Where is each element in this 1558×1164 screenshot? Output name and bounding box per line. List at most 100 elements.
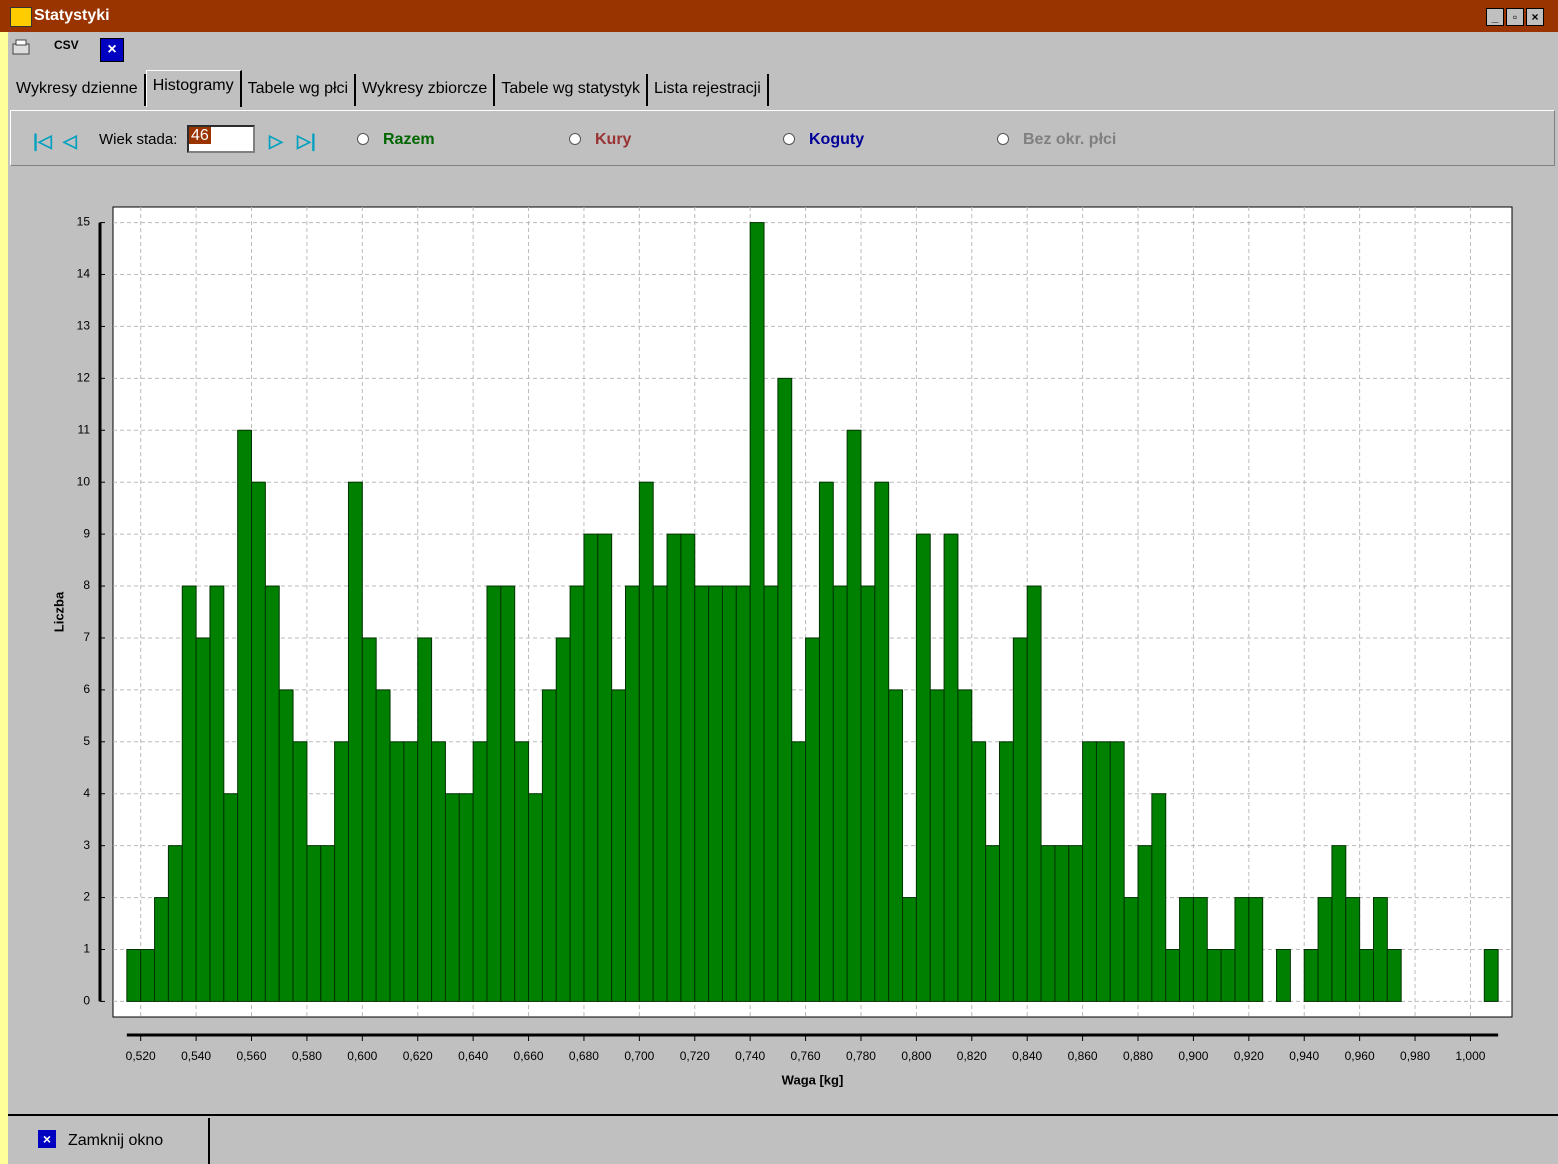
x-tick-label: 0,840: [1012, 1049, 1042, 1063]
y-tick-label: 4: [83, 786, 90, 800]
bar: [334, 741, 349, 1002]
bar: [306, 845, 322, 1002]
bar: [223, 793, 239, 1002]
y-tick-label: 1: [83, 942, 90, 956]
y-tick-label: 15: [77, 215, 91, 229]
bar: [874, 481, 890, 1002]
bar: [195, 637, 211, 1002]
bar: [1082, 741, 1097, 1002]
maximize-button[interactable]: ▫: [1506, 8, 1524, 26]
bar: [583, 533, 599, 1002]
age-select[interactable]: 46: [187, 125, 255, 153]
bar: [929, 689, 945, 1002]
last-button[interactable]: ▷|: [297, 131, 316, 151]
bar: [458, 793, 474, 1002]
radio-option[interactable]: Bez okr. płci: [997, 131, 1116, 149]
x-tick-label: 0,540: [181, 1049, 211, 1063]
exit-button[interactable]: ×: [100, 38, 124, 62]
radio-option[interactable]: Razem: [357, 131, 435, 149]
y-tick-label: 13: [77, 319, 91, 333]
bar: [1359, 949, 1374, 1002]
next-button[interactable]: ▷: [269, 131, 283, 151]
x-tick-label: 0,620: [403, 1049, 433, 1063]
bar: [902, 897, 917, 1002]
bar: [1386, 949, 1402, 1002]
bar: [1220, 949, 1236, 1002]
bar: [1276, 949, 1291, 1002]
print-button[interactable]: [10, 38, 32, 60]
bar: [417, 637, 433, 1002]
bar: [181, 585, 197, 1002]
x-tick-label: 0,660: [514, 1049, 544, 1063]
y-tick-label: 8: [83, 578, 90, 592]
tab[interactable]: Lista rejestracji: [648, 74, 769, 106]
separator: [8, 1114, 1558, 1116]
tab[interactable]: Tabele wg statystyk: [495, 74, 649, 106]
bar: [1012, 637, 1028, 1002]
bar: [140, 949, 156, 1002]
x-tick-label: 0,900: [1178, 1049, 1208, 1063]
y-tick-label: 0: [83, 994, 90, 1008]
tab-bar: Wykresy dzienne Histogramy Tabele wg płci W…: [10, 70, 769, 107]
x-tick-label: 0,800: [901, 1049, 931, 1063]
bar: [1026, 585, 1042, 1002]
x-tick-label: 0,740: [735, 1049, 765, 1063]
bar: [625, 585, 640, 1002]
bar: [1040, 845, 1056, 1002]
x-tick-label: 0,700: [624, 1049, 654, 1063]
bar: [1483, 949, 1499, 1002]
tab[interactable]: Histogramy: [145, 70, 242, 107]
x-tick-label: 0,560: [236, 1049, 266, 1063]
x-axis-label: Waga [kg]: [782, 1072, 844, 1087]
bar: [777, 377, 793, 1002]
bar: [389, 741, 405, 1002]
bar: [998, 741, 1014, 1002]
app-icon: [10, 7, 32, 27]
bar: [1109, 741, 1125, 1002]
bar: [1345, 897, 1361, 1002]
prev-button[interactable]: ◁: [63, 131, 77, 151]
bar: [708, 585, 723, 1002]
x-tick-label: 1,000: [1455, 1049, 1485, 1063]
bar: [472, 741, 488, 1002]
close-window-button[interactable]: ×: [1526, 8, 1544, 26]
x-tick-label: 0,920: [1234, 1049, 1264, 1063]
bar: [486, 585, 502, 1002]
minimize-button[interactable]: _: [1486, 8, 1504, 26]
bar: [167, 845, 183, 1002]
x-tick-label: 0,960: [1345, 1049, 1375, 1063]
bar: [1234, 897, 1250, 1002]
bar: [1179, 897, 1194, 1002]
y-tick-label: 6: [83, 682, 90, 696]
radio-option[interactable]: Kury: [569, 131, 631, 149]
bar: [347, 481, 363, 1002]
x-tick-label: 0,780: [846, 1049, 876, 1063]
tab[interactable]: Wykresy dzienne: [10, 74, 146, 106]
bar: [1248, 897, 1264, 1002]
first-button[interactable]: |◁: [33, 131, 52, 151]
y-tick-label: 5: [83, 734, 90, 748]
y-tick-label: 3: [83, 838, 90, 852]
y-tick-label: 7: [83, 630, 90, 644]
x-tick-label: 0,720: [680, 1049, 710, 1063]
csv-button[interactable]: CSV: [54, 38, 79, 52]
bar: [1137, 845, 1153, 1002]
x-tick-label: 0,520: [126, 1049, 156, 1063]
close-button[interactable]: × Zamknij okno: [8, 1118, 210, 1164]
bar: [1206, 949, 1222, 1002]
bar: [278, 689, 294, 1002]
y-tick-label: 14: [77, 267, 91, 281]
radio-option[interactable]: Koguty: [783, 131, 864, 149]
bar: [361, 637, 377, 1002]
bar: [1095, 741, 1111, 1002]
bar: [154, 897, 169, 1002]
bar: [375, 689, 391, 1002]
tab[interactable]: Wykresy zbiorcze: [356, 74, 496, 106]
bar: [1054, 845, 1070, 1002]
bar: [985, 845, 1000, 1002]
tab[interactable]: Tabele wg płci: [242, 74, 357, 106]
bar: [832, 585, 848, 1002]
bar: [749, 222, 765, 1002]
y-tick-label: 2: [83, 890, 90, 904]
